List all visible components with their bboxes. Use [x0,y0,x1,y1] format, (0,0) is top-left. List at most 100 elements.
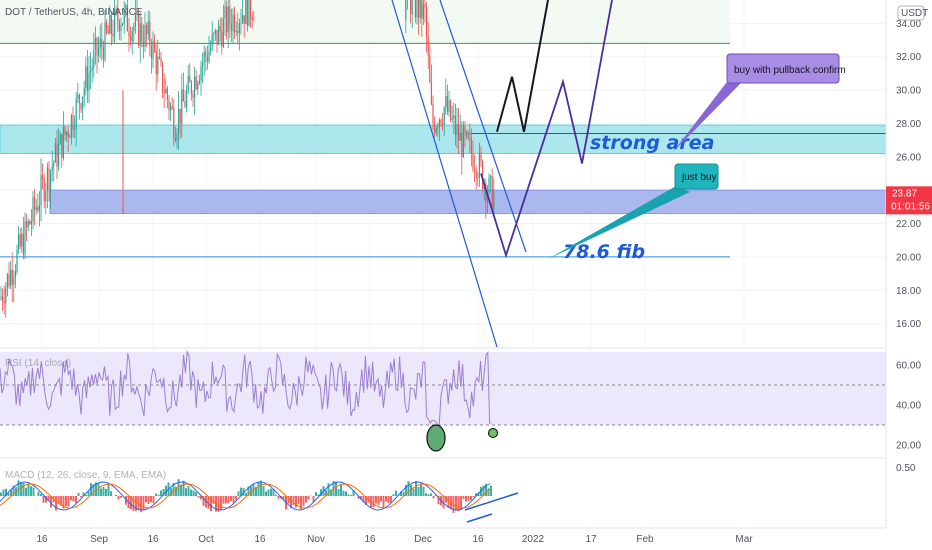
candle-body [210,47,212,52]
macd-bar [392,494,395,496]
candle-body [56,143,58,167]
macd-bar [257,482,260,496]
macd-bar [150,496,152,503]
macd-bar [485,483,487,496]
candle-body [235,30,237,32]
candle-body [131,30,133,42]
macd-bar [292,496,295,505]
candle-body [198,80,200,84]
just-buy-callout[interactable]: just buy [548,163,719,259]
candle-body [440,119,442,124]
macd-bar [377,496,380,505]
time-tick-label: Oct [198,534,214,545]
candle-body [62,126,64,158]
candle-body [434,123,436,134]
projection-purple[interactable] [480,0,613,259]
macd-bar [275,494,277,496]
price-pane[interactable] [0,0,886,347]
price-tick-label: 32.00 [896,52,921,63]
candle-body [69,137,71,139]
currency-badge-text: USDT [901,8,928,19]
macd-bar [5,488,7,496]
time-axis[interactable] [0,528,932,550]
candle-body [174,137,176,141]
macd-bar [195,492,197,496]
time-axis-ticks: 16 Sep 16 Oct 16 Nov 16 Dec 16 2022 17 Feb Mar [36,534,753,545]
candle-body [251,16,253,20]
macd-pane[interactable] [0,459,886,525]
currency-badge[interactable]: USDT [897,5,928,21]
buy-zone[interactable] [49,189,887,215]
macd-bar [32,487,35,496]
macd-bar [102,486,105,496]
macd-bar [385,496,387,502]
projection-black[interactable] [496,0,549,133]
price-axis[interactable] [886,0,932,550]
candle-body [491,176,493,209]
macd-bar [447,496,450,509]
candle-body [418,0,420,18]
price-tick-label: 28.00 [896,119,921,130]
macd-bar [460,496,462,511]
candle-body [477,177,479,179]
candle-body [206,56,208,62]
price-tag-price: 23.87 [892,188,917,199]
macd-bar [42,496,45,503]
price-tag[interactable]: 23.87 01:01:56 [886,186,932,215]
just-buy-pointer [548,186,690,259]
time-tick-label: 17 [585,534,597,545]
candle-body [213,33,215,35]
candle-body [24,221,26,255]
macd-bar [110,491,112,496]
macd-trend-line[interactable] [464,492,519,511]
candle-body [82,97,84,110]
macd-bar [30,486,32,496]
candle-body [195,76,197,90]
macd-bar [432,496,435,499]
candle-body [32,197,34,222]
macd-bar [425,493,427,496]
macd-bar [190,489,192,496]
candle-body [10,269,12,286]
candle-body [214,29,216,34]
candle-body [2,296,4,302]
pullback-callout[interactable]: buy with pullback confirm [673,53,846,152]
candle-body [435,127,437,134]
macd-bar [60,496,62,506]
price-tag-countdown: 01:01:56 [891,201,930,212]
candle-body [488,177,490,193]
macd-bar [12,485,15,496]
macd-trend-line-2[interactable] [466,513,493,523]
macd-bar [442,496,445,509]
macd-bar [50,496,52,508]
candle-body [50,170,52,191]
macd-bar [277,496,280,499]
macd-bar [225,496,227,504]
candle-body [154,41,156,52]
macd-tick-label: 0.50 [896,463,916,474]
rsi-label: RSI (14, close) [5,358,71,369]
channel-line-upper[interactable] [439,0,527,253]
macd-bar [232,496,235,503]
candle-body [157,56,159,74]
candle-body [138,12,140,46]
channel-line-lower[interactable] [391,0,498,348]
candle-body [107,30,109,34]
candle-body [222,18,224,47]
candle-body [245,0,247,24]
candle-body [421,0,423,19]
candle-body [445,96,447,108]
macd-bar [405,484,407,496]
candle-body [166,88,168,100]
candle-body [42,175,44,180]
macd-bar [315,492,317,496]
macd-bar [22,483,25,496]
macd-bar [382,496,385,508]
macd-bar [180,484,182,496]
macd-bar [115,494,117,496]
macd-bar [335,481,337,496]
candle-body [78,94,80,104]
macd-bar [475,493,477,496]
macd-bar [170,488,172,496]
